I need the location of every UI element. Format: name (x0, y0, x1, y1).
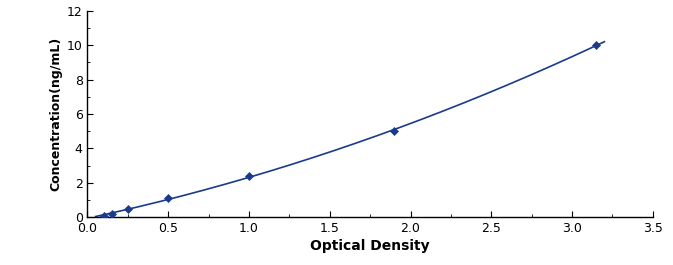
Y-axis label: Concentration(ng/mL): Concentration(ng/mL) (50, 37, 63, 191)
X-axis label: Optical Density: Optical Density (310, 239, 430, 253)
